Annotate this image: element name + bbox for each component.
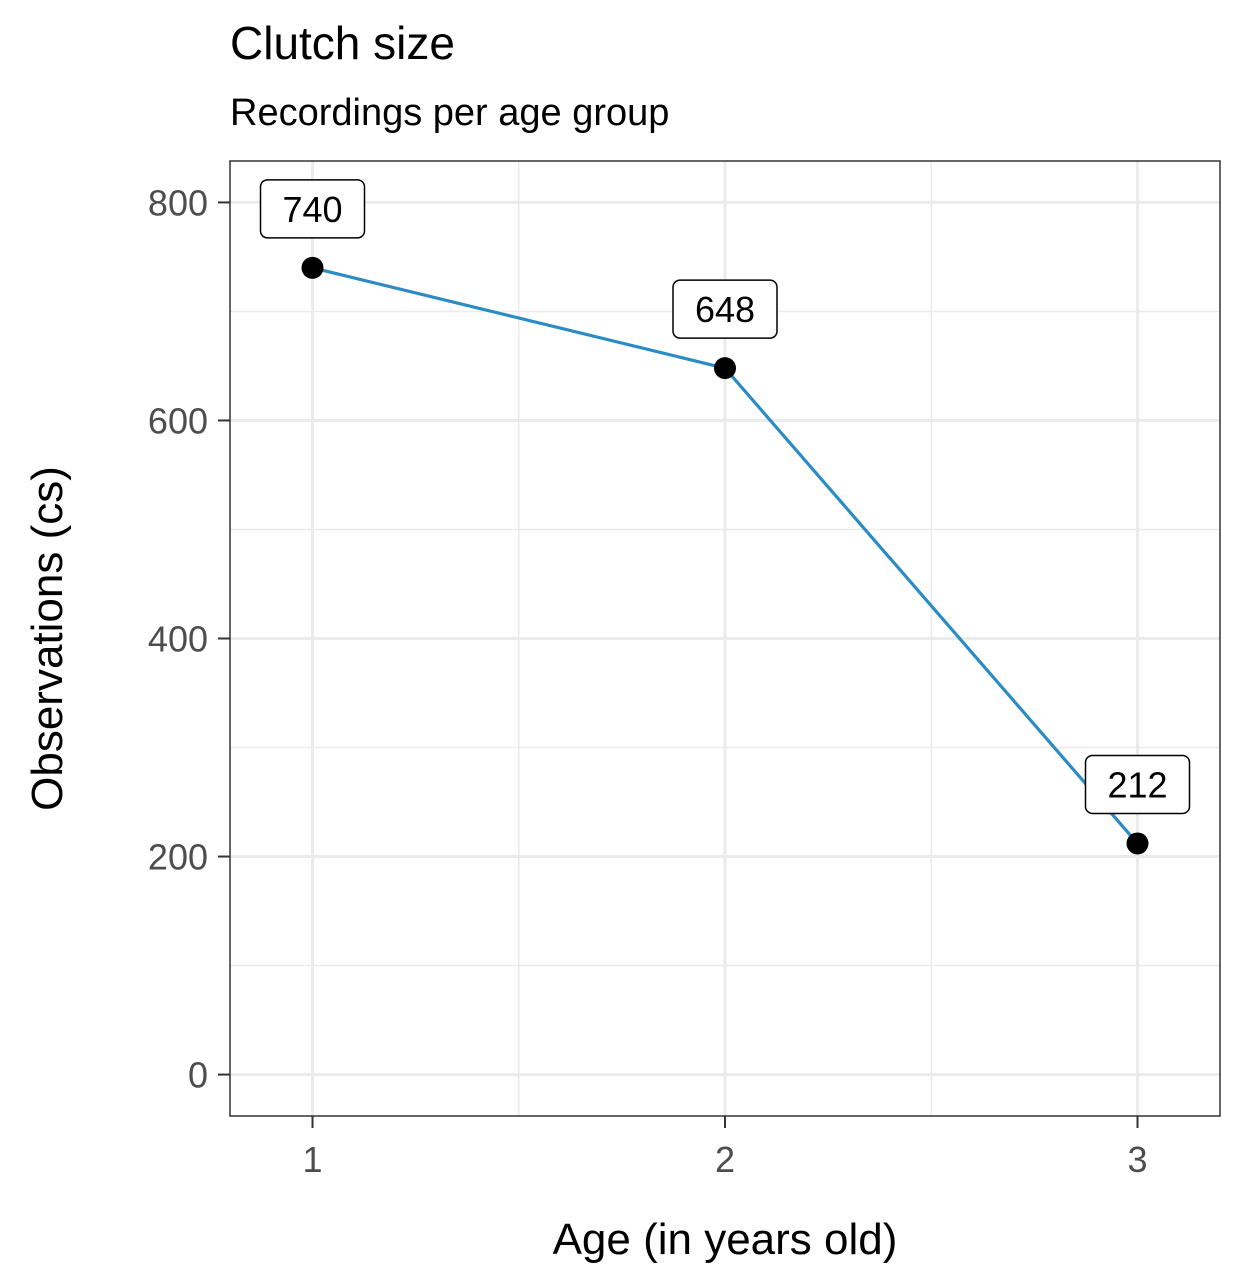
y-axis-title: Observations (cs) xyxy=(23,466,72,811)
data-label-box xyxy=(259,179,366,239)
x-tick-label: 1 xyxy=(302,1139,322,1180)
y-tick-label: 200 xyxy=(148,837,208,878)
x-tick-label: 3 xyxy=(1127,1139,1147,1180)
chart-subtitle: Recordings per age group xyxy=(230,92,670,134)
y-tick-label: 0 xyxy=(188,1055,208,1096)
data-label: 648 xyxy=(695,289,755,330)
series-layer xyxy=(301,256,1149,855)
data-label: 740 xyxy=(282,189,342,230)
x-axis-title: Age (in years old) xyxy=(553,1215,898,1264)
data-point xyxy=(1126,832,1149,855)
x-tick-label: 2 xyxy=(715,1139,735,1180)
y-tick-label: 400 xyxy=(148,619,208,660)
data-label: 212 xyxy=(1107,764,1167,805)
data-label-box xyxy=(1084,754,1191,815)
data-label-box xyxy=(672,279,778,339)
data-labels-layer: 740 648 212 xyxy=(259,179,1191,815)
axes-layer: 0 200 400 600 800 1 2 3 xyxy=(148,182,1148,1180)
y-tick-label: 600 xyxy=(148,400,208,441)
y-tick-label: 800 xyxy=(148,182,208,223)
data-point xyxy=(714,357,736,380)
chart-title: Clutch size xyxy=(230,17,455,69)
data-point xyxy=(301,256,324,279)
